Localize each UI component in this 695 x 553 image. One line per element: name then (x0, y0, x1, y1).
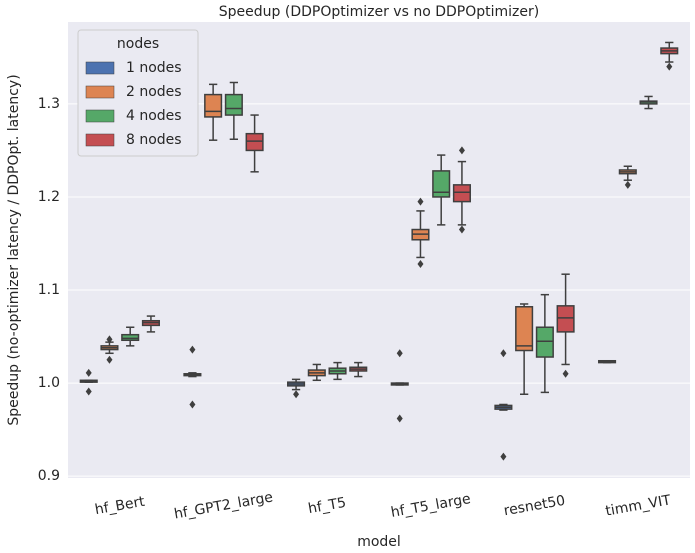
legend: nodes 1 nodes 2 nodes 4 nodes 8 nodes (77, 29, 199, 157)
legend-swatch (85, 85, 115, 99)
x-tick-label: hf_GPT2_large (173, 489, 274, 522)
box (535, 326, 554, 358)
outlier (562, 369, 569, 378)
x-tick-label: hf_Bert (94, 494, 147, 519)
box (121, 333, 140, 342)
x-tick-label: timm_VIT (604, 492, 672, 519)
y-tick-label: 1.1 (38, 282, 60, 298)
outlier (458, 225, 465, 234)
box (452, 184, 471, 203)
outlier (293, 390, 300, 399)
outlier (500, 349, 507, 358)
legend-title: nodes (117, 36, 159, 52)
y-axis-label: Speedup (no-optimizer latency / DDPOpt. … (6, 74, 22, 425)
x-tick-label: resnet50 (503, 493, 567, 520)
outlier (458, 146, 465, 155)
outlier (106, 355, 113, 364)
outlier (85, 368, 92, 377)
outlier (189, 400, 196, 409)
outlier (189, 345, 196, 354)
box (556, 305, 575, 333)
x-axis-label: model (357, 534, 401, 550)
outlier (666, 62, 673, 71)
y-tick-label: 1.2 (38, 189, 60, 205)
chart-title: Speedup (DDPOptimizer vs no DDPOptimizer… (219, 4, 539, 20)
outlier (396, 414, 403, 423)
x-tick-label: hf_T5 (307, 495, 347, 517)
outlier (106, 335, 113, 344)
outlier (500, 452, 507, 461)
box (515, 306, 534, 352)
outlier (85, 387, 92, 396)
box (245, 132, 264, 152)
legend-label: 4 nodes (126, 108, 182, 124)
legend-swatch (85, 61, 115, 75)
outlier (624, 180, 631, 189)
box (432, 170, 451, 198)
legend-label: 8 nodes (126, 132, 182, 148)
outlier (417, 259, 424, 268)
legend-swatch (85, 109, 115, 123)
box (224, 93, 243, 116)
y-tick-label: 1.0 (38, 375, 60, 391)
legend-box (77, 29, 199, 157)
legend-label: 2 nodes (126, 84, 182, 100)
y-tick-label: 1.3 (38, 96, 60, 112)
legend-swatch (85, 133, 115, 147)
legend-label: 1 nodes (126, 60, 182, 76)
x-tick-label: hf_T5_large (390, 491, 472, 521)
outlier (396, 349, 403, 358)
outlier (417, 197, 424, 206)
box (204, 93, 223, 118)
y-tick-label: 0.9 (38, 468, 60, 484)
